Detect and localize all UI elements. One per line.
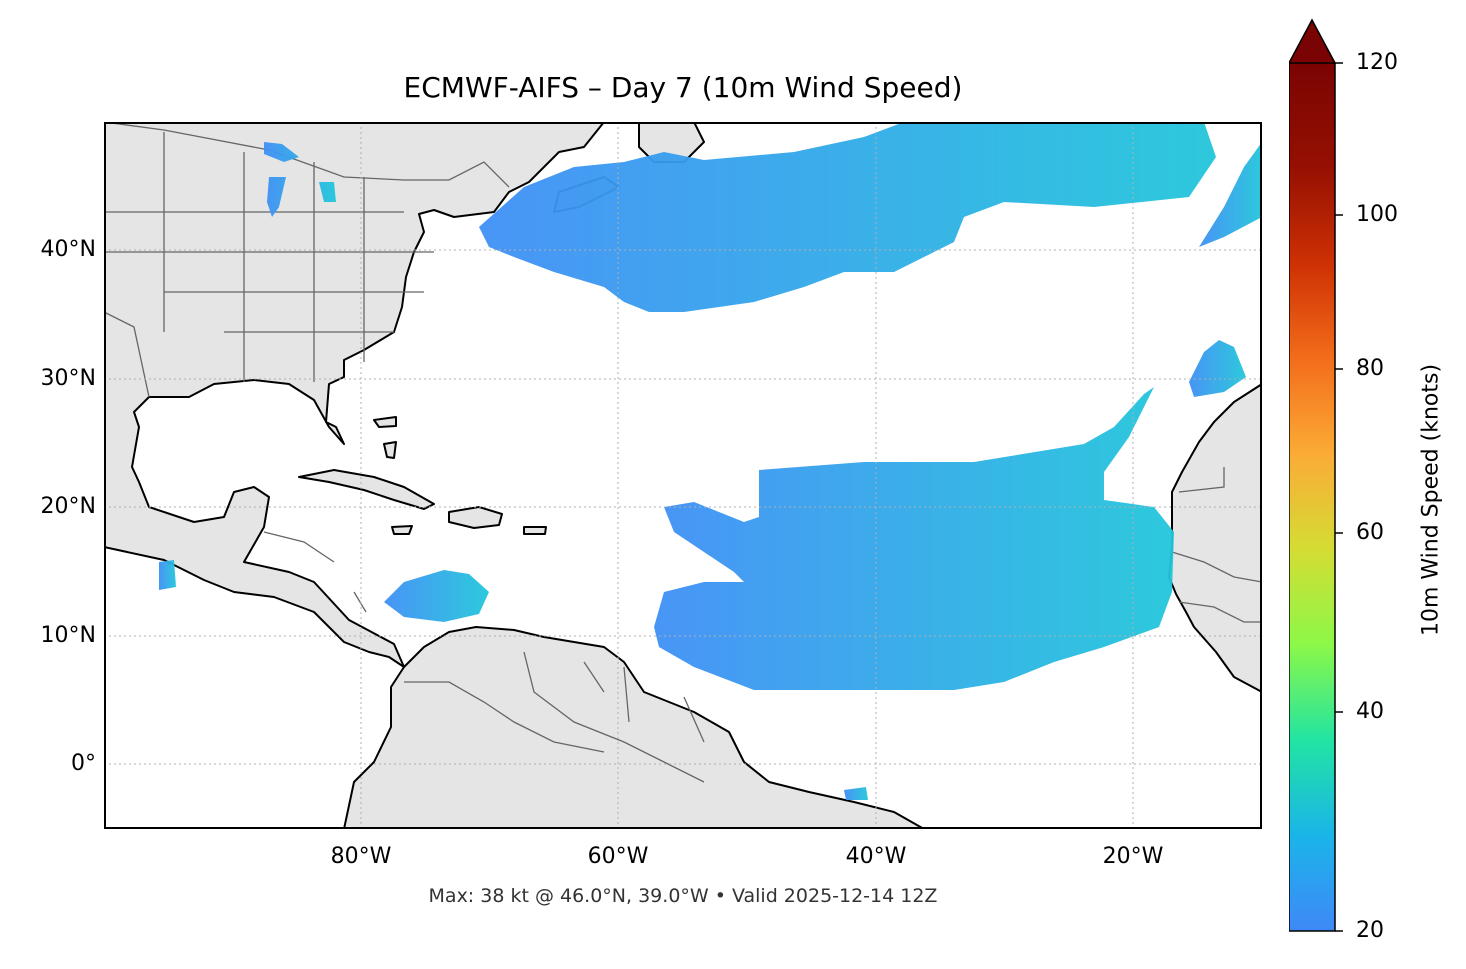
colorbar: [1289, 18, 1343, 932]
chart-title: ECMWF-AIFS – Day 7 (10m Wind Speed): [403, 71, 963, 104]
wind-region-great-lakes: [264, 142, 336, 217]
wind-region-tropical-atlantic: [654, 387, 1174, 690]
border-us-canada: [104, 122, 510, 188]
map-border: [104, 122, 1262, 829]
lat-tick-20n: 20°N: [40, 494, 96, 519]
land-bahamas: [373, 416, 397, 459]
lon-tick-20w: 20°W: [1102, 844, 1164, 869]
max-valid-caption: Max: 38 kt @ 46.0°N, 39.0°W • Valid 2025…: [428, 885, 938, 907]
border-south-america: [404, 651, 705, 783]
lat-tick-30n: 30°N: [40, 366, 96, 391]
lat-tick-0: 0°: [71, 751, 96, 776]
lat-tick-10n: 10°N: [40, 623, 96, 648]
colorbar-tick-20: 20: [1356, 918, 1384, 943]
colorbar-tick-40: 40: [1356, 699, 1384, 724]
wind-region-canary: [1189, 340, 1246, 397]
colorbar-tick-100: 100: [1356, 202, 1398, 227]
colorbar-label: 10m Wind Speed (knots): [1418, 363, 1444, 637]
lon-tick-60w: 60°W: [587, 844, 649, 869]
border-africa: [1171, 467, 1262, 623]
land-jamaica: [391, 525, 413, 535]
wind-region-caribbean: [384, 570, 489, 622]
land-hispaniola: [448, 506, 503, 529]
land-puerto-rico: [523, 526, 547, 535]
colorbar-tick-120: 120: [1356, 50, 1398, 75]
lat-tick-40n: 40°N: [40, 237, 96, 262]
colorbar-extend-arrow: [1289, 18, 1337, 64]
lon-tick-80w: 80°W: [330, 844, 392, 869]
lon-tick-40w: 40°W: [845, 844, 907, 869]
land-south-america: [343, 626, 925, 829]
wind-field-layer: [159, 122, 1262, 800]
colorbar-tick-60: 60: [1356, 520, 1384, 545]
border-layer: [104, 122, 1262, 783]
wind-region-east-atlantic: [1199, 142, 1262, 247]
border-us-mexico: [104, 311, 150, 398]
border-central-america: [263, 531, 367, 613]
border-us-states-1: [104, 132, 434, 382]
wind-region-pacific: [159, 560, 176, 590]
colorbar-outline: [1289, 63, 1336, 932]
colorbar-ticks: [1335, 62, 1343, 932]
map-canvas: [104, 122, 1262, 829]
colorbar-gradient: [1289, 63, 1335, 931]
colorbar-tick-80: 80: [1356, 356, 1384, 381]
map-panel: [104, 122, 1262, 829]
wind-region-equator: [844, 787, 868, 800]
wind-region-north-atlantic: [479, 122, 1216, 312]
